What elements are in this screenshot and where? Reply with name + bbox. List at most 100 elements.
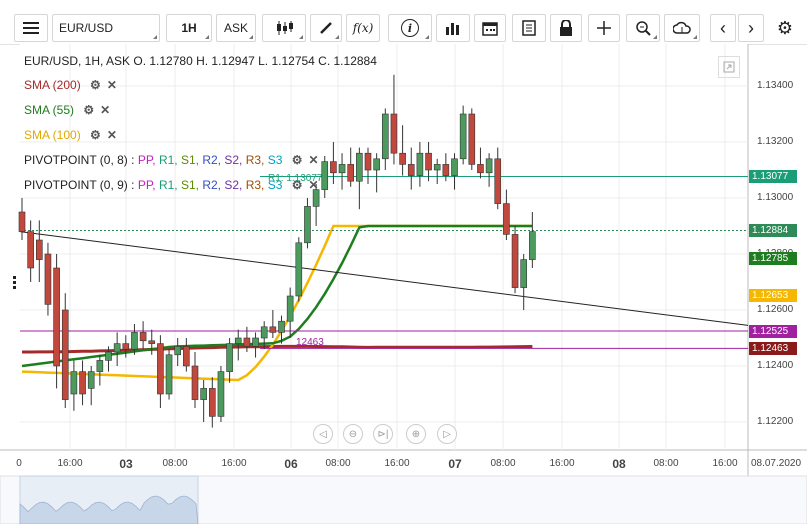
candle-body: [477, 164, 484, 174]
scroll-forward-button[interactable]: ›: [738, 14, 764, 42]
y-axis-tick-label: 1.12200: [757, 416, 794, 427]
price-side-selector[interactable]: ASK: [216, 14, 256, 42]
x-axis-tick-label: 07: [448, 457, 462, 471]
candle-body: [485, 158, 493, 174]
sma100-legend[interactable]: SMA (100) ⚙ ✕: [24, 128, 117, 142]
sma100-settings-icon[interactable]: ⚙: [90, 128, 101, 142]
volume-button[interactable]: [436, 14, 470, 42]
symbol-selector[interactable]: EUR/USD: [52, 14, 160, 42]
settings-button[interactable]: ⚙: [770, 14, 800, 42]
indicators-button[interactable]: f(x): [346, 14, 380, 42]
candle-body: [503, 203, 510, 235]
pivot-item-label: S3: [267, 178, 286, 192]
candle-body: [364, 152, 372, 171]
candle-body: [113, 343, 121, 353]
price-chart[interactable]: [0, 44, 807, 524]
price-tag: 1.12525: [749, 325, 797, 338]
sma200-legend[interactable]: SMA (200) ⚙ ✕: [24, 78, 117, 92]
pivot-item-label: R1,: [158, 153, 181, 167]
cloud-upload-icon: [673, 21, 691, 34]
price-tag: 1.12463: [749, 342, 797, 356]
pivot-item-label: R2,: [202, 178, 225, 192]
crosshair-icon: [597, 21, 611, 35]
candle-body: [27, 231, 34, 269]
calendar-button[interactable]: [474, 14, 506, 42]
pivot2-sep: :: [127, 178, 138, 192]
info-button[interactable]: i: [388, 14, 432, 42]
trend-line: [19, 231, 749, 326]
menu-button[interactable]: [14, 14, 48, 42]
candle-body: [330, 161, 337, 174]
sma55-close-icon[interactable]: ✕: [100, 103, 111, 117]
candle-body: [468, 113, 476, 165]
pivot-item-label: S2,: [224, 178, 246, 192]
y-axis-tick-label: 1.12400: [757, 360, 794, 371]
scroll-back-button[interactable]: ‹: [710, 14, 736, 42]
price-tag: 1.12884: [749, 224, 797, 238]
candle-body: [260, 326, 268, 339]
pivot1-settings-icon[interactable]: ⚙: [291, 153, 303, 167]
pivot1-sep: :: [127, 153, 138, 167]
chart-type-button[interactable]: [262, 14, 306, 42]
zoom-out-button[interactable]: ⊖: [343, 424, 363, 444]
zoom-in-button[interactable]: ⊕: [406, 424, 426, 444]
fullscreen-button[interactable]: [718, 56, 740, 78]
cloud-save-button[interactable]: [664, 14, 700, 42]
chevron-right-icon: ›: [748, 17, 754, 38]
candle-body: [105, 351, 112, 361]
sma200-close-icon[interactable]: ✕: [106, 78, 117, 92]
scroll-right-button[interactable]: ▷: [437, 424, 457, 444]
pivot2-legend[interactable]: PIVOTPOINT (0, 9) : PP, R1, S1, R2, S2, …: [24, 178, 319, 192]
sma55-legend[interactable]: SMA (55) ⚙ ✕: [24, 103, 110, 117]
candle-body: [416, 152, 424, 176]
x-axis-tick-label: 03: [119, 457, 133, 471]
candle-body: [131, 332, 138, 350]
y-axis-tick-label: 1.13200: [757, 136, 794, 147]
pivot-item-label: PP,: [137, 153, 159, 167]
pivot2-close-icon[interactable]: ✕: [308, 178, 319, 192]
candle-body: [165, 354, 173, 395]
y-axis-tick-label: 1.13400: [757, 80, 794, 91]
pivot-item-label: R3,: [245, 153, 268, 167]
pivot1-close-icon[interactable]: ✕: [308, 153, 319, 167]
scroll-left-button[interactable]: ◁: [313, 424, 333, 444]
sma100-close-icon[interactable]: ✕: [106, 128, 117, 142]
sma55-settings-icon[interactable]: ⚙: [83, 103, 95, 117]
lock-button[interactable]: [550, 14, 582, 42]
pivot-item-label: R3,: [245, 178, 268, 192]
chart-area[interactable]: EUR/USD, 1H, ASK O. 1.12780 H. 1.12947 L…: [0, 44, 807, 524]
candle-body: [425, 152, 432, 171]
pivot-item-label: S1,: [180, 178, 203, 192]
candle-body: [243, 337, 251, 347]
pivot-item-label: PP,: [137, 178, 159, 192]
reset-view-button[interactable]: ⊳|: [373, 424, 393, 444]
hamburger-icon: [23, 22, 39, 34]
pivot1-legend[interactable]: PIVOTPOINT (0, 8) : PP, R1, S1, R2, S2, …: [24, 153, 319, 167]
candle-body: [157, 343, 164, 395]
candle-body: [122, 343, 130, 350]
x-axis-tick-label: 16:00: [549, 458, 575, 469]
candle-body: [44, 253, 52, 305]
draw-tools-button[interactable]: [310, 14, 342, 42]
candle-body: [209, 388, 216, 417]
candle-body: [451, 158, 458, 176]
symbol-label: EUR/USD: [59, 21, 114, 35]
x-axis-tick-label: 08:00: [653, 458, 679, 469]
pivot2-settings-icon[interactable]: ⚙: [291, 178, 303, 192]
candle-body: [494, 158, 502, 204]
notes-button[interactable]: [512, 14, 546, 42]
zoom-button[interactable]: [626, 14, 660, 42]
candle-body: [338, 164, 346, 174]
side-handle-icon[interactable]: [13, 276, 16, 290]
x-axis-tick-label: 08:00: [325, 458, 351, 469]
s1-line-label: 12463: [296, 337, 324, 348]
timeframe-selector[interactable]: 1H: [166, 14, 212, 42]
candle-body: [226, 343, 233, 372]
x-axis-tick-label: 06: [284, 457, 298, 471]
ohlc-text: EUR/USD, 1H, ASK O. 1.12780 H. 1.12947 L…: [24, 54, 377, 68]
gear-icon: ⚙: [776, 17, 794, 38]
crosshair-button[interactable]: [588, 14, 620, 42]
sma200-settings-icon[interactable]: ⚙: [90, 78, 101, 92]
pivot1-label: PIVOTPOINT (0, 8): [24, 153, 128, 167]
x-axis-tick-label: 0: [16, 458, 22, 469]
